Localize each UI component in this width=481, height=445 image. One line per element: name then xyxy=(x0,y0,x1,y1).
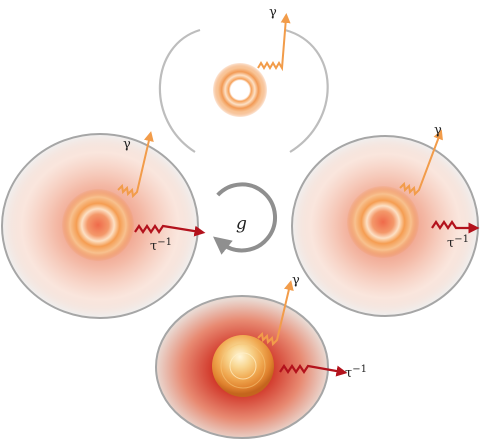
photon-tau-bottom xyxy=(279,364,348,377)
gamma-label-top: γ xyxy=(269,5,277,20)
cavity-left: γ τ−1 xyxy=(1,131,206,319)
gamma-label-right: γ xyxy=(434,123,442,138)
cavity-top: γ xyxy=(158,5,329,153)
emitter-top xyxy=(213,63,267,117)
cavity-right: γ τ−1 xyxy=(291,123,480,317)
cavity-top-rim-left xyxy=(158,28,201,153)
photon-tau-left xyxy=(134,224,206,237)
gamma-label-left: γ xyxy=(123,137,131,152)
emitter-bottom-ring-1 xyxy=(220,343,266,389)
photon-gamma-top xyxy=(257,13,291,72)
tau-label-left: τ−1 xyxy=(150,237,172,254)
cycle-indicator: g xyxy=(213,182,277,255)
emitter-right xyxy=(347,186,419,258)
photon-tau-right xyxy=(431,220,480,234)
cavity-top-rim-right xyxy=(284,28,329,153)
tau-label-right: τ−1 xyxy=(447,234,469,251)
cycle-label-g: g xyxy=(236,214,247,234)
photon-gamma-right xyxy=(399,129,443,197)
cavity-bottom-rim xyxy=(155,295,329,439)
tau-label-bottom: τ−1 xyxy=(345,364,367,381)
emitter-bottom-ring-2 xyxy=(229,352,257,380)
cavity-bottom: γ τ−1 xyxy=(155,273,367,439)
photon-gamma-left xyxy=(117,131,154,199)
photon-gamma-bottom xyxy=(257,280,294,347)
gamma-label-bottom: γ xyxy=(292,273,300,288)
emitter-left xyxy=(62,189,134,261)
cycle-arrow xyxy=(213,182,277,255)
